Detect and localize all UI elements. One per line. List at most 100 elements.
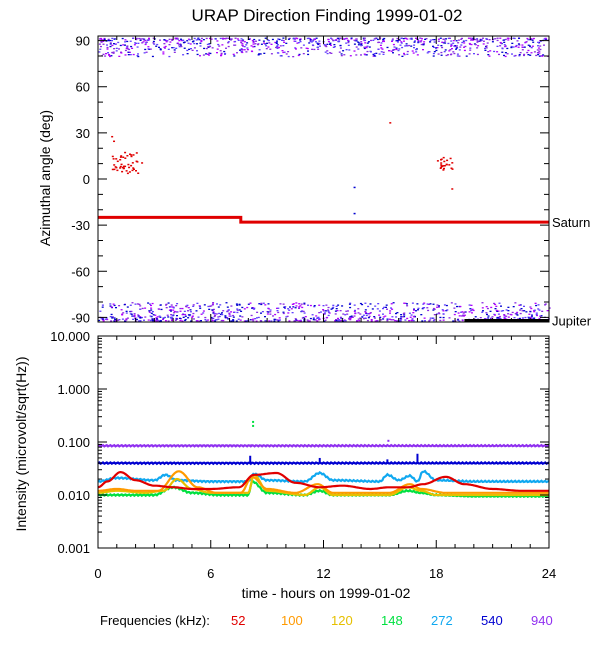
azimuth-point [276,319,279,321]
azimuth-point [380,319,383,321]
azimuth-point [110,320,113,322]
azimuth-point [225,37,228,39]
azimuth-point [415,51,418,53]
azimuth-point [338,319,341,321]
azimuth-point [212,312,215,314]
azimuth-point [285,316,288,318]
azimuth-point [417,39,420,42]
azimuth-point [287,55,290,58]
azimuth-point [438,313,441,315]
azimuth-point [379,316,382,318]
azimuth-point [133,44,136,46]
azimuth-point [365,47,368,49]
azimuth-point [510,46,513,49]
azimuth-point [412,316,415,318]
azimuth-point [313,305,316,307]
azimuth-point [524,41,527,43]
azimuth-point [203,47,206,50]
azimuth-point [444,40,447,42]
azimuth-point [324,44,327,47]
azimuth-point [285,42,288,44]
azimuth-point [109,316,112,318]
azimuth-point [223,50,226,53]
azimuth-point [329,43,331,45]
azimuth-point [447,42,450,45]
azimuth-point [367,313,370,315]
azimuth-point [455,40,458,42]
azimuth-point [207,319,210,321]
azimuth-point [395,312,397,315]
azimuth-point [212,311,215,313]
azimuth-point [453,313,456,316]
azimuth-point [257,44,259,46]
azimuth-point [331,38,334,40]
azimuth-point [150,312,153,314]
azimuth-point [137,320,140,322]
azimuth-point [276,47,279,49]
azimuth-point [539,45,542,47]
azimuth-cluster-point [439,167,442,169]
azimuth-point [124,44,126,46]
azimuth-point [357,318,360,320]
azimuth-point [312,39,315,41]
azimuth-point [143,38,146,40]
azimuth-point [267,311,270,313]
azimuth-cluster-point [122,156,125,158]
azimuth-point [250,314,253,317]
azimuth-point [487,51,490,53]
azimuth-point [226,317,229,319]
azimuth-point [382,38,385,40]
azimuth-point [306,47,309,50]
azimuth-point [288,37,291,40]
azimuth-point [327,309,330,311]
azimuth-point [442,319,445,321]
azimuth-point [363,37,366,39]
azimuth-point [357,44,360,46]
azimuth-point [273,320,276,322]
azimuth-point [462,314,465,316]
azimuth-point [515,44,518,47]
azimuth-point [282,311,285,313]
azimuth-point [114,43,117,45]
azimuth-point [128,51,131,53]
azimuth-point [499,45,502,47]
azimuth-point [149,303,151,305]
azimuth-point [324,310,327,312]
azimuth-point [364,309,367,311]
azimuth-cluster-point [120,163,123,166]
azimuth-point [439,316,442,319]
azimuth-point [479,317,482,319]
azimuth-point [380,51,383,53]
azimuth-point [441,41,444,43]
azimuth-point [229,39,232,41]
azimuth-point [351,316,354,318]
azimuth-point [149,315,152,317]
azimuth-cluster-point [113,168,116,171]
azimuth-point [501,48,504,50]
azimuth-point [385,304,388,306]
azimuth-point [205,53,208,55]
azimuth-point [357,308,360,310]
azimuth-point [360,43,363,45]
azimuth-point [181,307,184,310]
azimuth-point [535,304,538,307]
azimuth-point [504,45,507,48]
azimuth-point [442,316,445,319]
azimuth-point [253,307,256,309]
azimuth-point [148,310,151,312]
legend-entry-52khz: 52 [231,613,245,628]
azimuth-point [461,41,464,44]
azimuth-point [282,37,285,39]
azimuth-point [259,53,262,55]
azimuth-point [196,320,199,322]
azimuth-panel-frame [97,35,550,323]
azimuth-point [117,41,120,44]
azimuth-point [350,315,353,317]
azimuth-point [329,42,332,44]
azimuth-point [322,310,325,312]
x-tick-label: 24 [542,566,556,581]
azimuth-point [458,315,461,317]
azimuth-point [255,40,257,42]
azimuth-point [518,317,521,320]
azimuth-point [401,55,404,57]
